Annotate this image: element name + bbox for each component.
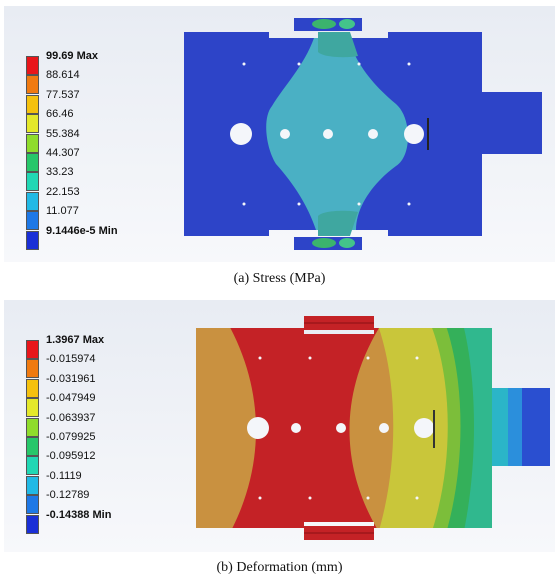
deformation-legend-label: -0.015974 [46,353,96,366]
deformation-hole [291,423,301,433]
deformation-red-region [226,328,384,528]
stress-hole [280,129,290,139]
deformation-pin [366,356,370,360]
stress-central-region [266,38,408,230]
deformation-lightblue-band [508,328,522,528]
deformation-legend-label: -0.14388 Min [46,508,112,521]
stress-top-neck [318,32,358,58]
stress-panel: 99.69 Max 88.614 77.537 66.46 55.384 44.307 33… [4,6,555,262]
stress-pin [407,62,411,66]
deformation-hole [336,423,346,433]
stress-hole [404,124,424,144]
stress-hole [368,129,378,139]
deformation-legend-swatch [26,456,39,476]
stress-caption: (a) Stress (MPa) [233,271,326,286]
deformation-blue-band [522,328,550,528]
stress-pin [242,62,246,66]
stress-legend-label: 33.23 [46,166,74,179]
deformation-legend-label: -0.079925 [46,430,96,443]
stress-top-clamp-hotspot-2 [339,19,355,29]
deformation-caption: (b) Deformation (mm) [216,560,343,575]
deformation-legend-label: -0.047949 [46,392,96,405]
deformation-legend-swatch [26,417,39,437]
deformation-legend-swatch [26,495,39,515]
deformation-pin [258,496,262,500]
stress-legend-label: 77.537 [46,88,80,101]
deformation-legend-swatch [26,475,39,495]
stress-pin [357,62,361,66]
stress-pin [297,62,301,66]
deformation-legend-label: 1.3967 Max [46,334,105,346]
stress-pin [297,202,301,206]
deformation-hole [247,417,269,439]
deformation-contour-plot [196,316,550,540]
stress-bottom-clamp-hotspot-2 [339,238,355,248]
stress-legend-label: 22.153 [46,185,80,198]
deformation-pin [415,356,419,360]
stress-legend-label: 88.614 [46,69,80,82]
stress-legend-swatch [26,191,39,211]
deformation-pin [308,356,312,360]
deformation-legend-swatch [26,340,39,359]
stress-legend-swatch [26,114,39,134]
deformation-legend-swatch [26,359,39,379]
stress-contour-plot [184,18,542,250]
stress-hole [230,123,252,145]
deformation-legend-swatch [26,398,39,418]
stress-bottom-neck [318,210,358,236]
stress-legend-swatch [26,230,39,250]
stress-legend-swatch [26,94,39,114]
stress-top-clamp-hotspot [312,19,336,29]
stress-legend-swatch [26,75,39,95]
stress-legend-swatch [26,172,39,192]
stress-legend-label: 9.1446e-5 Min [46,224,118,237]
deformation-legend-label: -0.12789 [46,489,90,502]
deformation-pin [258,356,262,360]
deformation-pin [415,496,419,500]
stress-legend-swatch [26,152,39,172]
stress-legend-swatch [26,133,39,153]
deformation-hole [414,418,434,438]
stress-pin [242,202,246,206]
deformation-cyan-band [492,328,508,528]
deformation-legend-label: -0.063937 [46,411,96,424]
deformation-legend-label: -0.031961 [46,372,96,385]
deformation-panel: 1.3967 Max -0.015974 -0.031961 -0.047949 -0.… [4,300,555,552]
deformation-legend-label: -0.1119 [46,469,82,482]
deformation-hole [379,423,389,433]
stress-legend-label: 11.077 [46,205,79,218]
stress-legend-label: 66.46 [46,108,74,121]
deformation-pin [308,496,312,500]
deformation-legend-swatch [26,436,39,456]
stress-legend-swatch [26,56,39,75]
deformation-legend-swatch [26,514,39,534]
deformation-pin [366,496,370,500]
deformation-legend-label: -0.095912 [46,450,96,463]
stress-legend-label: 99.69 Max [46,50,98,62]
stress-bottom-clamp-hotspot [312,238,336,248]
stress-pin [407,202,411,206]
stress-legend-swatch [26,211,39,231]
deformation-legend-swatch [26,378,39,398]
stress-hole [323,129,333,139]
stress-legend-label: 55.384 [46,127,80,140]
stress-legend-label: 44.307 [46,146,80,159]
stress-pin [357,202,361,206]
